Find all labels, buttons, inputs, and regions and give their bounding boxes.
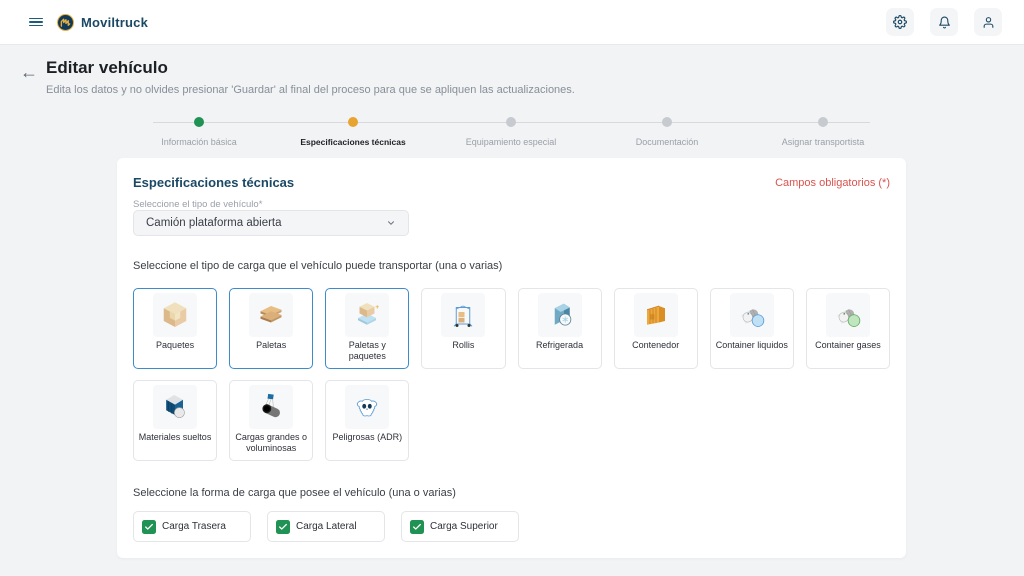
svg-text:+: + [376, 304, 380, 311]
